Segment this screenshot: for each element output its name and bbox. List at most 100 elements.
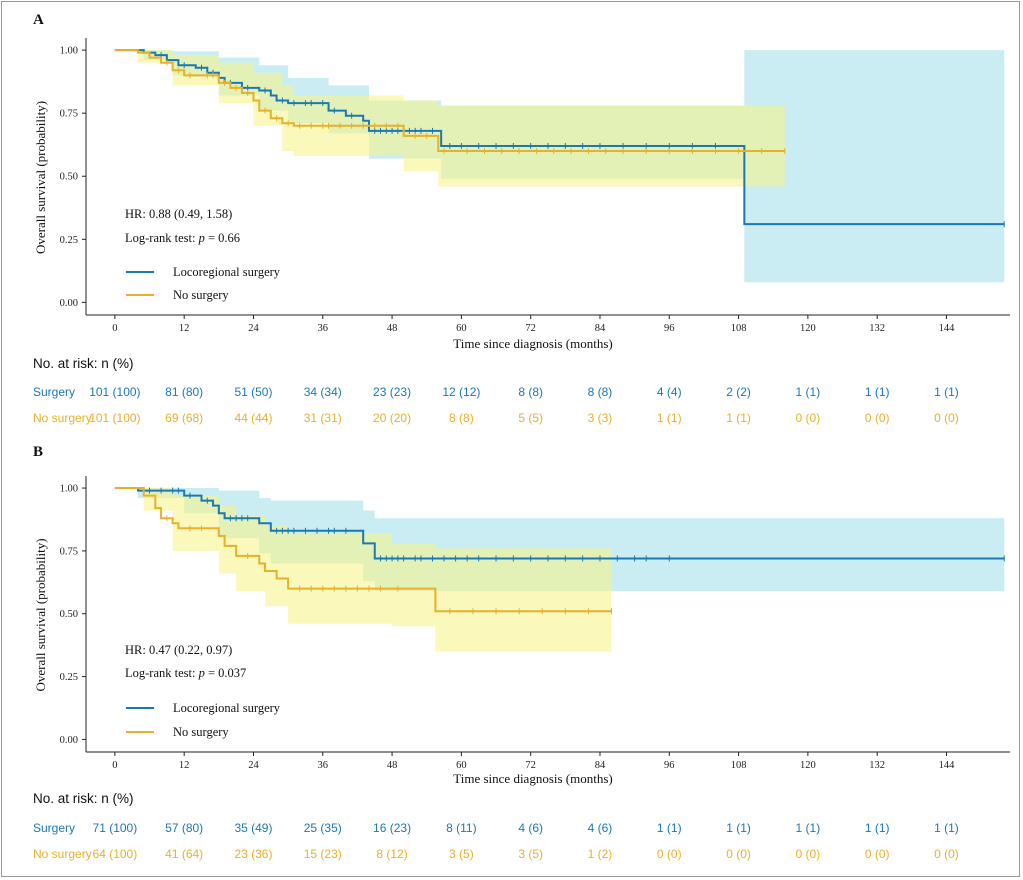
risk-cell: 0 (0) bbox=[796, 847, 821, 861]
risk-cell: 23 (36) bbox=[234, 847, 272, 861]
y-tick-label: 0.50 bbox=[60, 172, 78, 183]
risk-cell: 1 (2) bbox=[588, 847, 613, 861]
risk-cell: 44 (44) bbox=[234, 411, 272, 425]
risk-cell: 3 (5) bbox=[518, 847, 543, 861]
risk-cell: 69 (68) bbox=[165, 411, 203, 425]
logrank-prefix: Log-rank test: bbox=[125, 666, 199, 680]
risk-row-label: Surgery bbox=[33, 821, 75, 835]
risk-cell: 51 (50) bbox=[234, 385, 272, 399]
legend: Locoregional surgery No surgery bbox=[126, 701, 281, 739]
logrank-value: = 0.66 bbox=[205, 231, 240, 245]
logrank-text: Log-rank test: p = 0.037 bbox=[125, 666, 246, 680]
x-tick-label: 36 bbox=[318, 323, 329, 334]
risk-cell: 12 (12) bbox=[442, 385, 480, 399]
y-tick-label: 0.25 bbox=[60, 672, 78, 683]
x-tick-label: 72 bbox=[525, 760, 536, 771]
risk-cell: 0 (0) bbox=[865, 847, 890, 861]
y-tick-label: 0.75 bbox=[60, 546, 78, 557]
x-tick-label: 84 bbox=[595, 323, 606, 334]
y-axis-title: Overall survival (probability) bbox=[33, 101, 48, 254]
y-tick-label: 0.75 bbox=[60, 109, 78, 120]
risk-cell: 101 (100) bbox=[89, 385, 140, 399]
risk-cell: 0 (0) bbox=[726, 847, 751, 861]
logrank-p: p bbox=[198, 231, 205, 245]
risk-cell: 4 (4) bbox=[657, 385, 682, 399]
risk-cell: 1 (1) bbox=[657, 411, 682, 425]
x-tick-label: 120 bbox=[800, 760, 816, 771]
x-tick-label: 84 bbox=[595, 760, 606, 771]
risk-cell: 1 (1) bbox=[865, 385, 890, 399]
hazard-ratio-text: HR: 0.47 (0.22, 0.97) bbox=[125, 643, 232, 657]
ci-band-surgery bbox=[114, 488, 1005, 592]
risk-cell: 35 (49) bbox=[234, 821, 272, 835]
y-tick-label: 0.00 bbox=[60, 298, 78, 309]
panel-letter: B bbox=[33, 444, 43, 460]
risk-cell: 2 (2) bbox=[726, 385, 751, 399]
risk-cell: 23 (23) bbox=[373, 385, 411, 399]
risk-cell: 0 (0) bbox=[934, 847, 959, 861]
y-tick-label: 0.50 bbox=[60, 609, 78, 620]
x-tick-label: 12 bbox=[179, 323, 190, 334]
logrank-p: p bbox=[198, 666, 205, 680]
stats-annotation: HR: 0.88 (0.49, 1.58) Log-rank test: p = … bbox=[125, 207, 240, 245]
risk-cell: 20 (20) bbox=[373, 411, 411, 425]
panel-b: B 0 12 24 36 48 60 72 84 96 108 120 132 144 0.00 0.25 0.… bbox=[33, 444, 1010, 861]
risk-cell: 1 (1) bbox=[657, 821, 682, 835]
x-tick-label: 132 bbox=[869, 760, 885, 771]
x-tick-label: 132 bbox=[869, 323, 885, 334]
risk-cell: 8 (12) bbox=[376, 847, 407, 861]
risk-cell: 1 (1) bbox=[796, 821, 821, 835]
risk-cell: 0 (0) bbox=[865, 411, 890, 425]
x-tick-label: 144 bbox=[939, 323, 956, 334]
risk-cell: 34 (34) bbox=[304, 385, 342, 399]
x-tick-label: 72 bbox=[525, 323, 536, 334]
risk-table-title: No. at risk: n (%) bbox=[33, 791, 134, 806]
risk-cell: 8 (11) bbox=[446, 821, 476, 835]
x-tick-label: 60 bbox=[456, 323, 467, 334]
x-tick-label: 144 bbox=[939, 760, 956, 771]
risk-cell: 4 (6) bbox=[518, 821, 543, 835]
x-tick-label: 96 bbox=[664, 323, 675, 334]
km-curve-surgery bbox=[114, 487, 1005, 560]
x-tick-label: 36 bbox=[318, 760, 329, 771]
risk-cell: 31 (31) bbox=[304, 411, 342, 425]
x-tick-label: 0 bbox=[112, 323, 117, 334]
km-curve-no-surgery bbox=[114, 487, 612, 613]
risk-table: No. at risk: n (%) Surgery 101 (100) 81 (80… bbox=[33, 356, 959, 425]
x-axis-title: Time since diagnosis (months) bbox=[453, 336, 613, 351]
risk-cell: 101 (100) bbox=[89, 411, 140, 425]
panel-a: A 0 12 24 36 48 60 72 84 96 108 120 132 144 0.00 0.25 0.… bbox=[33, 12, 1010, 425]
y-tick-label: 0.00 bbox=[60, 735, 78, 746]
risk-cell: 3 (5) bbox=[449, 847, 474, 861]
risk-cell: 1 (1) bbox=[865, 821, 890, 835]
x-tick-label: 60 bbox=[456, 760, 467, 771]
x-tick-label: 96 bbox=[664, 760, 675, 771]
x-tick-label: 108 bbox=[731, 760, 747, 771]
risk-row-label: No surgery bbox=[33, 847, 92, 861]
risk-cell: 81 (80) bbox=[165, 385, 203, 399]
legend: Locoregional surgery No surgery bbox=[126, 265, 281, 302]
y-tick-label: 0.25 bbox=[60, 235, 78, 246]
risk-cell: 3 (3) bbox=[588, 411, 613, 425]
x-tick-label: 120 bbox=[800, 323, 816, 334]
risk-cell: 15 (23) bbox=[304, 847, 342, 861]
axes: 0 12 24 36 48 60 72 84 96 108 120 132 144 0.00 0.25 0.5… bbox=[33, 38, 1010, 351]
risk-cell: 16 (23) bbox=[373, 821, 411, 835]
x-tick-label: 48 bbox=[387, 760, 398, 771]
x-tick-label: 0 bbox=[112, 760, 117, 771]
x-tick-label: 108 bbox=[731, 323, 747, 334]
risk-table-title: No. at risk: n (%) bbox=[33, 356, 134, 371]
y-axis-title: Overall survival (probability) bbox=[33, 538, 48, 691]
legend-label: No surgery bbox=[173, 725, 229, 739]
risk-cell: 1 (1) bbox=[934, 821, 959, 835]
risk-cell: 1 (1) bbox=[726, 411, 751, 425]
risk-cell: 64 (100) bbox=[93, 847, 138, 861]
logrank-value: = 0.037 bbox=[205, 666, 246, 680]
axes: 0 12 24 36 48 60 72 84 96 108 120 132 144 0.00 0.25 0.5… bbox=[33, 476, 1010, 786]
panel-letter: A bbox=[33, 12, 44, 28]
risk-cell: 0 (0) bbox=[796, 411, 821, 425]
x-tick-label: 12 bbox=[179, 760, 190, 771]
risk-cell: 1 (1) bbox=[796, 385, 821, 399]
